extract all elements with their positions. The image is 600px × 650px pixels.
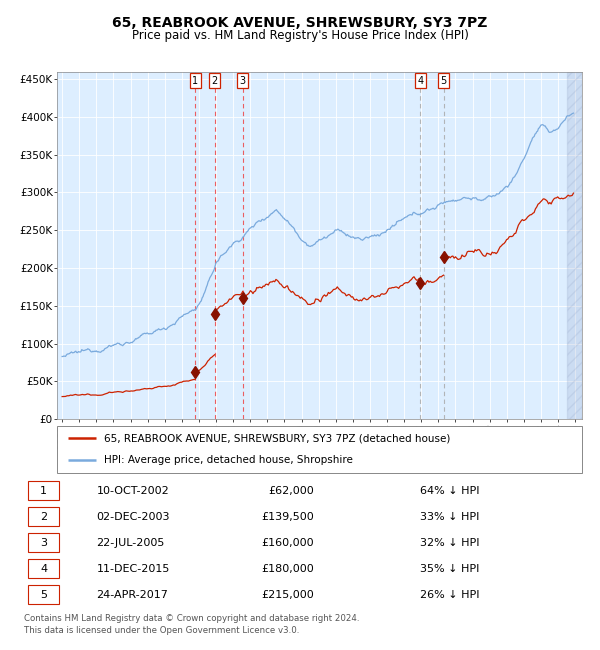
Text: 24-APR-2017: 24-APR-2017 [97,590,169,600]
Text: 02-DEC-2003: 02-DEC-2003 [97,512,170,522]
FancyBboxPatch shape [28,508,59,526]
FancyBboxPatch shape [28,534,59,552]
Text: 1: 1 [192,75,198,86]
Text: £160,000: £160,000 [262,538,314,548]
FancyBboxPatch shape [28,586,59,604]
Text: 5: 5 [40,590,47,600]
Text: 26% ↓ HPI: 26% ↓ HPI [420,590,479,600]
Text: 1: 1 [40,486,47,496]
Text: 10-OCT-2002: 10-OCT-2002 [97,486,169,496]
Text: 64% ↓ HPI: 64% ↓ HPI [420,486,479,496]
Text: 2: 2 [212,75,218,86]
FancyBboxPatch shape [28,560,59,578]
Text: £215,000: £215,000 [262,590,314,600]
Text: 3: 3 [40,538,47,548]
Text: 65, REABROOK AVENUE, SHREWSBURY, SY3 7PZ (detached house): 65, REABROOK AVENUE, SHREWSBURY, SY3 7PZ… [104,433,451,443]
Text: 11-DEC-2015: 11-DEC-2015 [97,564,170,574]
Text: 4: 4 [40,564,47,574]
Bar [566,72,582,419]
FancyBboxPatch shape [28,482,59,500]
Text: 33% ↓ HPI: 33% ↓ HPI [420,512,479,522]
Text: This data is licensed under the Open Government Licence v3.0.: This data is licensed under the Open Gov… [24,626,299,635]
Text: HPI: Average price, detached house, Shropshire: HPI: Average price, detached house, Shro… [104,455,353,465]
Text: 3: 3 [239,75,246,86]
Text: Contains HM Land Registry data © Crown copyright and database right 2024.: Contains HM Land Registry data © Crown c… [24,614,359,623]
Text: Price paid vs. HM Land Registry's House Price Index (HPI): Price paid vs. HM Land Registry's House … [131,29,469,42]
Text: £62,000: £62,000 [268,486,314,496]
Text: 65, REABROOK AVENUE, SHREWSBURY, SY3 7PZ: 65, REABROOK AVENUE, SHREWSBURY, SY3 7PZ [112,16,488,31]
Text: 35% ↓ HPI: 35% ↓ HPI [420,564,479,574]
Text: 2: 2 [40,512,47,522]
Text: 22-JUL-2005: 22-JUL-2005 [97,538,165,548]
FancyBboxPatch shape [57,426,582,473]
Text: 32% ↓ HPI: 32% ↓ HPI [420,538,479,548]
Text: £139,500: £139,500 [262,512,314,522]
Text: 4: 4 [418,75,424,86]
Text: 5: 5 [440,75,447,86]
Text: £180,000: £180,000 [262,564,314,574]
